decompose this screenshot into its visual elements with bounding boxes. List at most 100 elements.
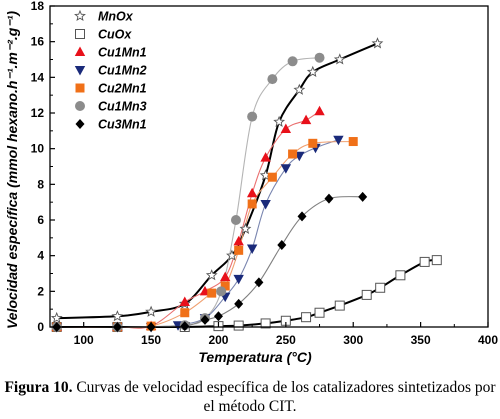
- legend-label-mnox: MnOx: [98, 10, 134, 24]
- data-point-cuox: [419, 256, 430, 267]
- data-point-mnox: [371, 37, 384, 49]
- axes: 100 150 200 250 300 350 400 0 2 4 6 8 10 12 14 16 18: [31, 0, 499, 347]
- y-tick-label: 6: [37, 213, 44, 227]
- data-point-mnox: [333, 53, 346, 65]
- data-point-mnox: [111, 310, 124, 322]
- y-tick-label: 12: [31, 106, 45, 120]
- x-tick-label: 350: [411, 333, 431, 347]
- data-point-cu1mn1: [179, 296, 190, 307]
- legend-marker-cuox: [75, 29, 85, 39]
- data-point-cu1mn1: [220, 271, 231, 282]
- data-point-cu2mn1: [247, 199, 257, 209]
- data-point-cu3mn1: [200, 314, 210, 325]
- x-tick-label: 100: [74, 333, 94, 347]
- data-point-cu1mn1: [246, 187, 258, 198]
- legend-marker-cu2mn1: [75, 83, 85, 93]
- y-tick-label: 16: [31, 35, 45, 49]
- data-point-cu1mn3: [287, 56, 298, 67]
- y-tick-label: 18: [31, 0, 45, 13]
- y-tick-label: 14: [31, 70, 45, 84]
- legend-marker-cu1mn3: [75, 101, 85, 111]
- data-point-cu2mn1: [207, 288, 217, 298]
- data-point-cu3mn1: [234, 298, 244, 309]
- x-tick-label: 150: [141, 333, 161, 347]
- legend-label-cu1mn2: Cu1Mn2: [98, 64, 147, 78]
- x-tick-label: 250: [276, 333, 296, 347]
- data-point-cu3mn1: [358, 191, 368, 202]
- data-point-mnox: [50, 311, 63, 324]
- legend-marker-cu3mn1: [75, 119, 85, 129]
- data-point-cu1mn3: [230, 215, 241, 225]
- data-point-mnox: [273, 115, 286, 127]
- data-point-cu1mn2: [333, 135, 344, 146]
- y-axis-label: Velocidad específica (mmol hexano.h⁻¹.m⁻…: [4, 11, 20, 329]
- data-point-cu2mn1: [348, 137, 358, 147]
- data-point-cu1mn1: [314, 105, 325, 116]
- data-point-cuox: [314, 307, 325, 318]
- data-point-cu1mn2: [260, 199, 271, 210]
- data-point-cu1mn1: [300, 114, 312, 125]
- caption-text: Curvas de velocidad específica de los ca…: [72, 379, 496, 415]
- data-point-mnox: [293, 83, 306, 95]
- data-point-cuox: [431, 255, 442, 266]
- data-point-cu1mn2: [280, 164, 292, 174]
- data-point-cu1mn1: [260, 152, 271, 162]
- data-point-cu2mn1: [308, 138, 318, 148]
- data-point-mnox: [306, 65, 319, 77]
- legend-label-cu1mn3: Cu1Mn3: [98, 100, 147, 114]
- data-point-cu1mn3: [247, 111, 258, 122]
- legend-label-cu1mn1: Cu1Mn1: [98, 46, 147, 60]
- caption-label: Figura 10.: [4, 379, 73, 396]
- data-point-cu1mn2: [246, 244, 258, 255]
- series-line-cu1mn3: [56, 57, 320, 328]
- y-tick-label: 4: [37, 249, 44, 263]
- data-point-cu2mn1: [180, 308, 190, 318]
- data-point-cu1mn2: [233, 274, 244, 285]
- data-point-cuox: [233, 320, 244, 331]
- data-point-cuox: [301, 312, 312, 323]
- data-point-cuox: [260, 318, 271, 329]
- x-tick-label: 200: [208, 333, 228, 347]
- data-point-cu1mn1: [280, 123, 292, 134]
- data-point-cu3mn1: [297, 211, 307, 222]
- data-point-cu1mn3: [314, 52, 325, 63]
- data-point-cuox: [375, 282, 386, 293]
- data-point-cu1mn1: [233, 235, 244, 246]
- data-point-cu1mn3: [216, 286, 227, 297]
- series-line-cu2mn1: [56, 140, 354, 328]
- data-point-cu2mn1: [288, 149, 298, 159]
- legend-marker-mnox: [74, 9, 86, 21]
- data-point-cuox: [334, 300, 345, 311]
- data-point-cuox: [361, 289, 372, 300]
- x-tick-label: 400: [478, 333, 498, 347]
- data-point-cu3mn1: [213, 311, 223, 322]
- data-point-cu3mn1: [324, 193, 334, 204]
- y-tick-label: 0: [37, 320, 44, 334]
- y-tick-label: 8: [37, 177, 44, 191]
- series-line-cu3mn1: [56, 196, 363, 328]
- chart-canvas: 100 150 200 250 300 350 400 0 2 4 6 8 10 12 14 16 18 MnO…: [4, 0, 499, 365]
- data-point-cu3mn1: [277, 239, 287, 250]
- legend: MnOx CuOx Cu1Mn1 Cu1Mn2 Cu2Mn1 Cu1Mn3 Cu3Mn1: [74, 9, 147, 132]
- data-point-cu2mn1: [220, 281, 230, 291]
- y-tick-label: 2: [37, 284, 44, 298]
- series-line-cu1mn2: [56, 139, 339, 328]
- data-point-mnox: [239, 222, 252, 234]
- legend-label-cuox: CuOx: [98, 28, 132, 42]
- data-point-mnox: [205, 269, 218, 281]
- x-axis-label: Temperatura (°C): [198, 349, 312, 365]
- data-point-cu2mn1: [267, 172, 277, 182]
- data-point-cuox: [395, 270, 406, 281]
- data-point-cu2mn1: [234, 245, 244, 255]
- series-markers: [50, 37, 442, 333]
- figure-caption: Figura 10. Curvas de velocidad específic…: [0, 378, 500, 416]
- legend-marker-cu1mn2: [74, 66, 86, 76]
- legend-label-cu3mn1: Cu3Mn1: [98, 118, 147, 132]
- x-tick-label: 300: [343, 333, 363, 347]
- data-point-cu1mn3: [267, 74, 278, 85]
- data-point-cu3mn1: [254, 277, 264, 288]
- legend-label-cu2mn1: Cu2Mn1: [98, 82, 147, 96]
- data-point-mnox: [145, 305, 157, 317]
- y-tick-label: 10: [31, 142, 45, 156]
